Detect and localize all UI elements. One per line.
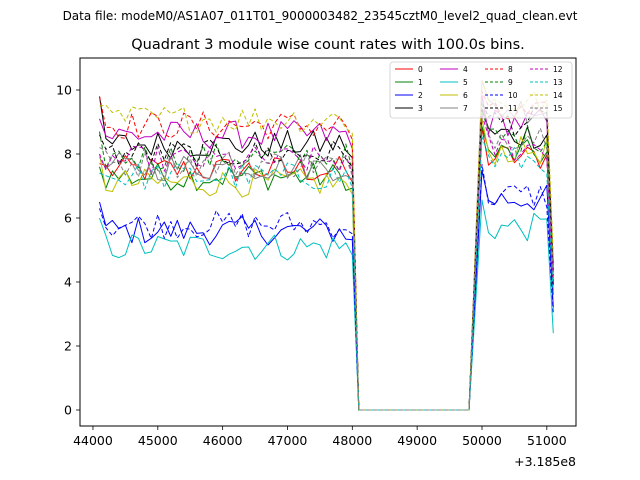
x-tick-label: 51000: [527, 433, 567, 448]
x-offset-label: +3.185e8: [514, 454, 576, 469]
legend-label-2: 2: [418, 91, 423, 100]
data-file-label: Data file: modeM0/AS1A07_011T01_90000034…: [63, 9, 578, 23]
y-tick-label: 6: [64, 211, 72, 226]
legend-label-12: 12: [553, 65, 563, 74]
y-tick-label: 4: [64, 275, 72, 290]
y-tick-label: 8: [64, 147, 72, 162]
series-line-15: [99, 102, 554, 411]
legend-label-14: 14: [553, 91, 563, 100]
legend-label-4: 4: [463, 65, 468, 74]
x-tick-label: 48000: [332, 433, 372, 448]
series-line-11: [99, 102, 554, 411]
x-tick-label: 44000: [73, 433, 113, 448]
plot-lines: [99, 79, 554, 411]
legend-label-9: 9: [508, 78, 513, 87]
x-tick-label: 45000: [138, 433, 178, 448]
series-line-10: [99, 164, 554, 411]
legend-label-8: 8: [508, 65, 513, 74]
legend-box: [389, 61, 573, 119]
y-tick-label: 10: [56, 83, 72, 98]
x-tick-label: 46000: [203, 433, 243, 448]
series-line-13: [99, 136, 554, 411]
chart-title: Quadrant 3 module wise count rates with …: [131, 37, 525, 53]
legend-label-10: 10: [508, 91, 518, 100]
series-line-8: [99, 91, 554, 411]
legend-label-6: 6: [463, 91, 468, 100]
y-axis: 0 2 4 6 8 10: [56, 83, 80, 418]
y-tick-label: 0: [64, 403, 72, 418]
legend-label-13: 13: [553, 78, 563, 87]
legend-label-7: 7: [463, 104, 468, 113]
legend-label-5: 5: [463, 78, 468, 87]
x-axis: 44000 45000 46000 47000 48000 49000 50000 51000: [73, 426, 567, 448]
y-tick-label: 2: [64, 339, 72, 354]
axes-frame: [79, 57, 577, 427]
legend-label-1: 1: [418, 78, 423, 87]
legend-label-3: 3: [418, 104, 423, 113]
series-line-14: [99, 80, 554, 411]
series-line-5: [99, 199, 554, 411]
legend-label-0: 0: [418, 65, 423, 74]
x-tick-label: 50000: [462, 433, 502, 448]
legend-label-15: 15: [553, 104, 563, 113]
legend-label-11: 11: [508, 104, 518, 113]
x-tick-label: 49000: [397, 433, 437, 448]
x-tick-label: 47000: [268, 433, 308, 448]
